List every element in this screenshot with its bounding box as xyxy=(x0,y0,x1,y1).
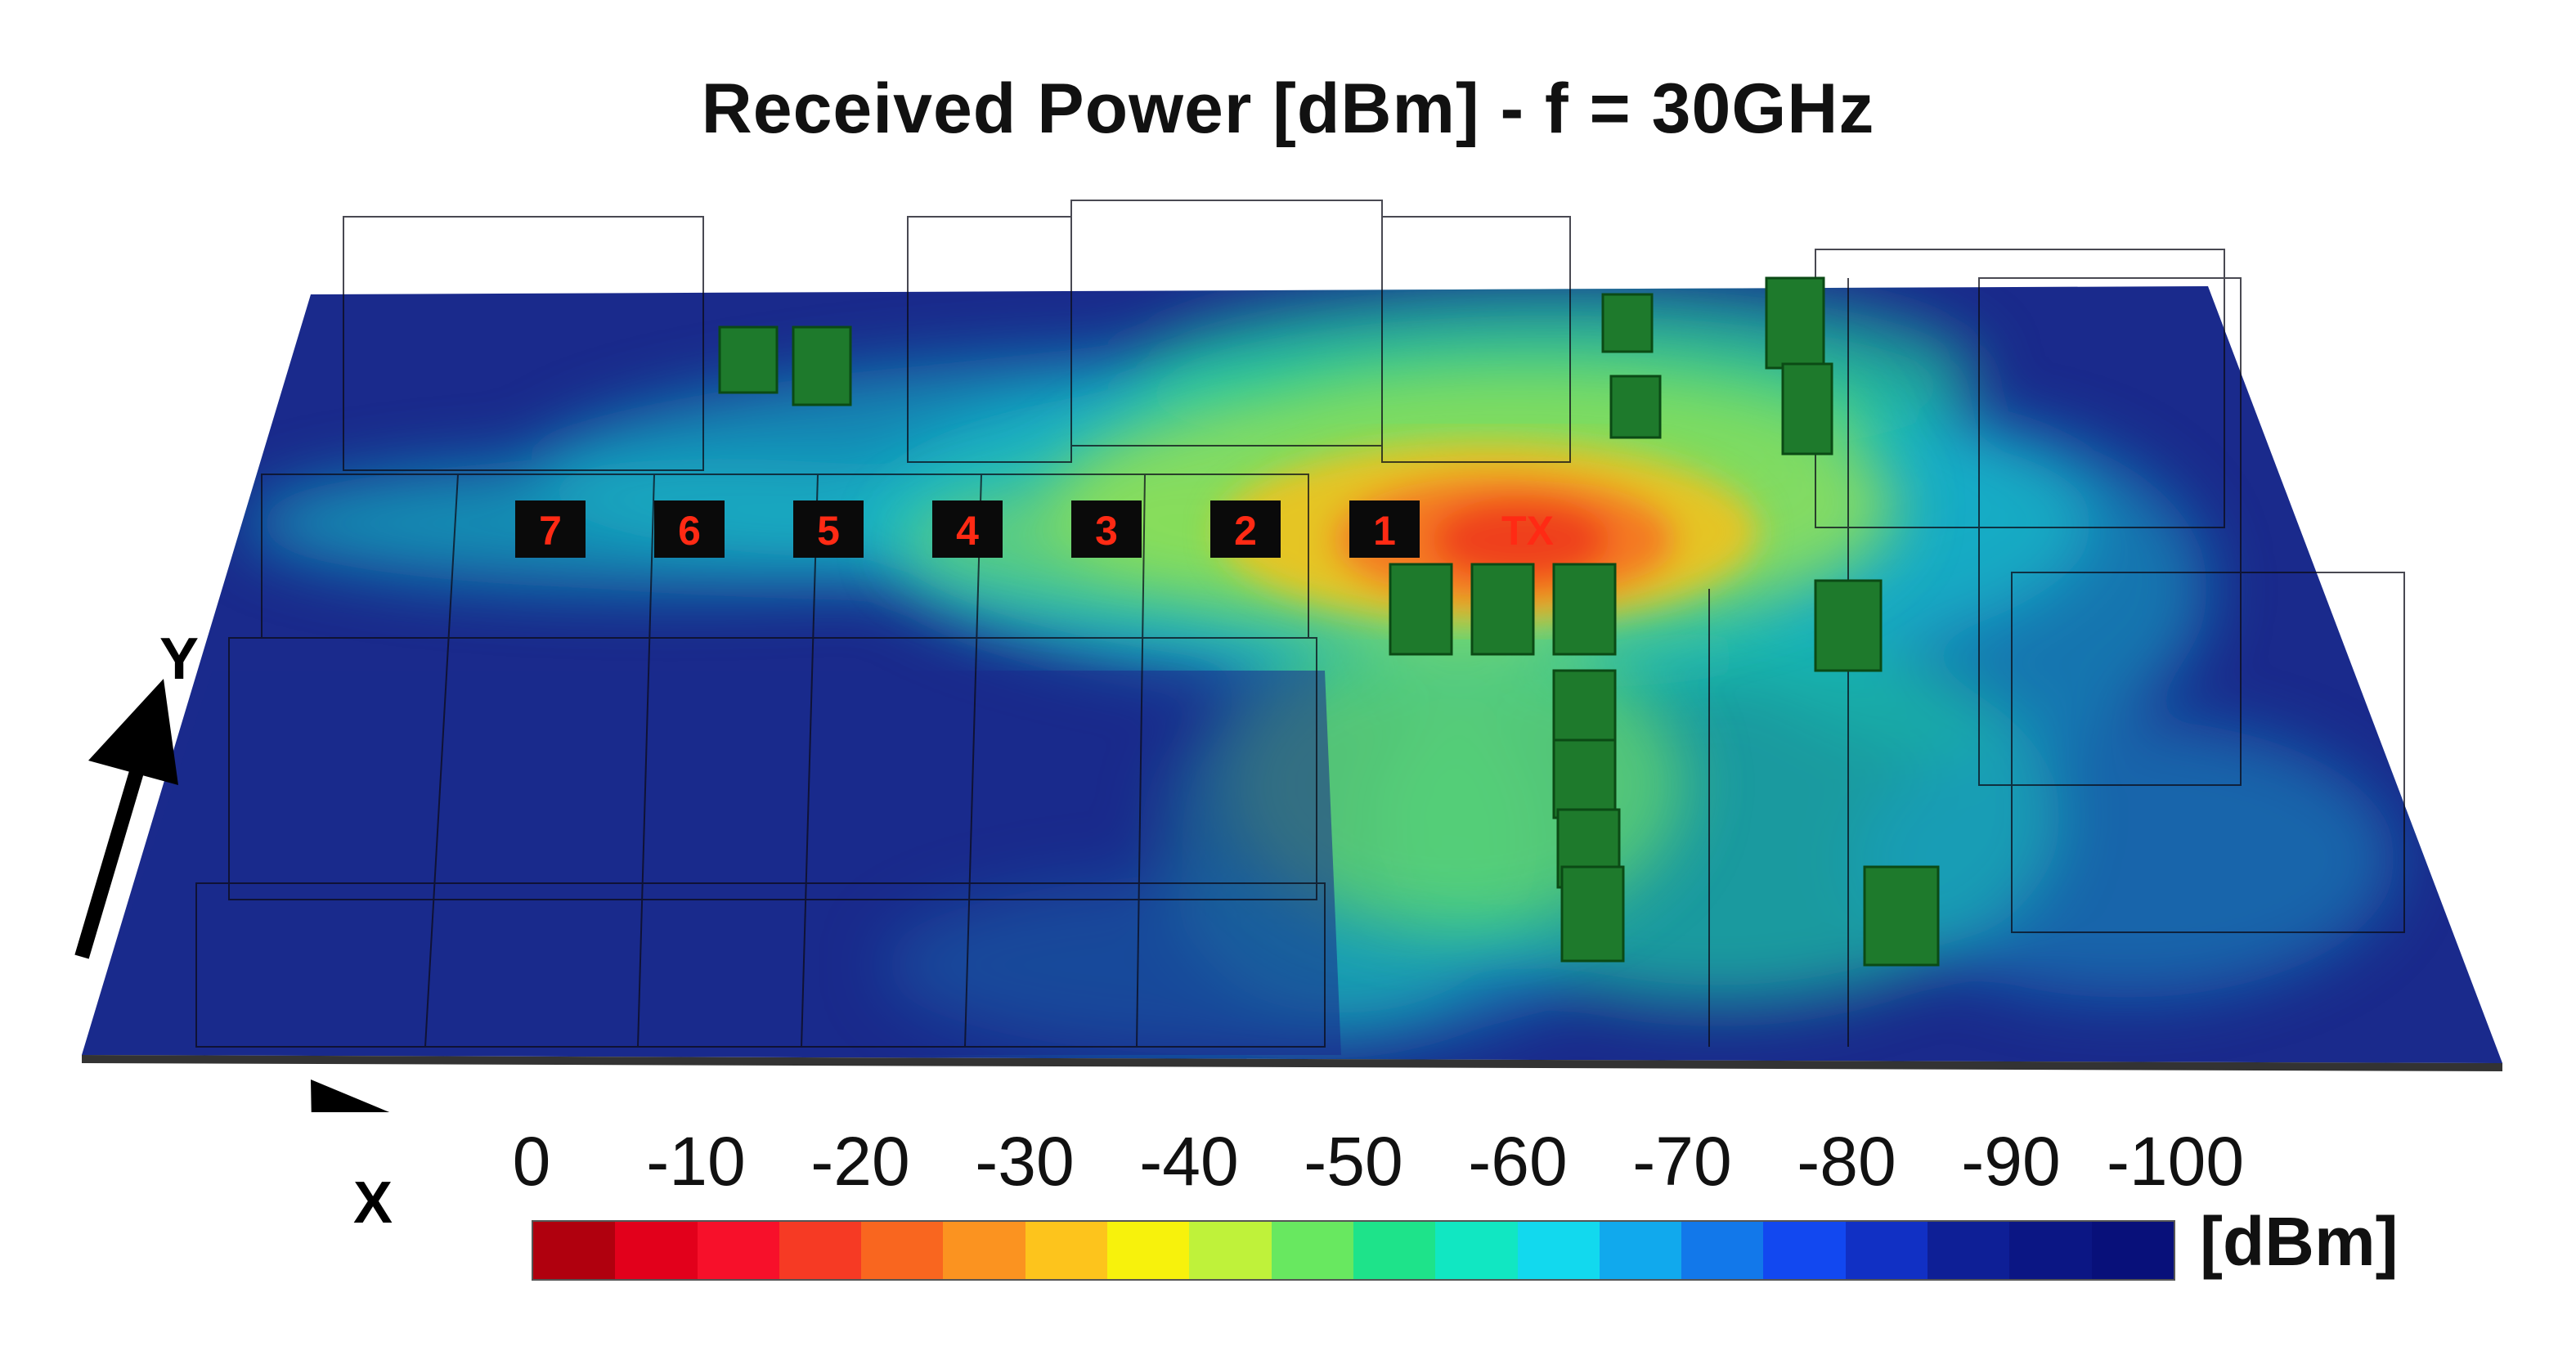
marker-label-3: 3 xyxy=(1095,508,1118,554)
colorbar-cell xyxy=(1353,1222,1436,1279)
colorbar-unit: [dBm] xyxy=(2200,1203,2399,1280)
colorbar-cell xyxy=(1107,1222,1190,1279)
colorbar-tick-label: -60 xyxy=(1468,1123,1568,1200)
colorbar-tick-label: 0 xyxy=(512,1123,551,1200)
floor-scene: 7 6 5 4 3 2 1 TX Y xyxy=(74,200,2502,1112)
colorbar-cell xyxy=(1189,1222,1272,1279)
marker-box-1 xyxy=(1349,500,1420,558)
marker-label-6: 6 xyxy=(678,508,701,554)
colorbar-tick-label: -80 xyxy=(1797,1123,1896,1200)
marker-box-2 xyxy=(1210,500,1281,558)
marker-label-tx: TX xyxy=(1501,508,1554,554)
colorbar-cell xyxy=(1271,1222,1353,1279)
colorbar-cell xyxy=(2091,1222,2174,1279)
colorbar-cell xyxy=(697,1222,779,1279)
marker-box-6 xyxy=(654,500,725,558)
colorbar-cell xyxy=(2009,1222,2092,1279)
colorbar-cell xyxy=(861,1222,944,1279)
y-axis-label: Y xyxy=(159,626,199,692)
green-obstacles xyxy=(718,276,1940,967)
chart-title: Received Power [dBm] - f = 30GHz xyxy=(701,70,1875,148)
colorbar-tick-label: -70 xyxy=(1632,1123,1732,1200)
x-axis-label: X xyxy=(353,1170,393,1236)
colorbar-cell xyxy=(1763,1222,1846,1279)
shelving-wireframes xyxy=(195,200,2405,1048)
colorbar-tick-label: -20 xyxy=(810,1123,910,1200)
colorbar-tick-label: -100 xyxy=(2106,1123,2245,1200)
marker-label-2: 2 xyxy=(1234,508,1257,554)
colorbar-tick-label: -40 xyxy=(1139,1123,1239,1200)
colorbar-tick-label: -50 xyxy=(1304,1123,1403,1200)
colorbar-cell xyxy=(1517,1222,1600,1279)
axis-arrows xyxy=(74,679,390,1112)
receiver-markers: 7 6 5 4 3 2 1 TX xyxy=(515,500,1554,558)
colorbar-cell xyxy=(615,1222,698,1279)
colorbar-tick-label: -90 xyxy=(1961,1123,2061,1200)
colorbar xyxy=(532,1220,2175,1281)
colorbar-cell xyxy=(1845,1222,1928,1279)
marker-box-4 xyxy=(932,500,1003,558)
colorbar-cell xyxy=(1435,1222,1518,1279)
colorbar-cell xyxy=(1025,1222,1108,1279)
marker-label-1: 1 xyxy=(1373,508,1396,554)
marker-label-7: 7 xyxy=(539,508,562,554)
marker-box-3 xyxy=(1071,500,1142,558)
colorbar-tick-label: -30 xyxy=(975,1123,1075,1200)
colorbar-cell xyxy=(1928,1222,2010,1279)
marker-label-4: 4 xyxy=(956,508,979,554)
colorbar-tick-label: -10 xyxy=(646,1123,746,1200)
marker-label-5: 5 xyxy=(817,508,840,554)
marker-box-7 xyxy=(515,500,586,558)
colorbar-cell xyxy=(1599,1222,1682,1279)
colorbar-cell xyxy=(1681,1222,1764,1279)
colorbar-cell xyxy=(533,1222,616,1279)
marker-box-5 xyxy=(793,500,864,558)
colorbar-cell xyxy=(943,1222,1025,1279)
colorbar-cell xyxy=(779,1222,862,1279)
